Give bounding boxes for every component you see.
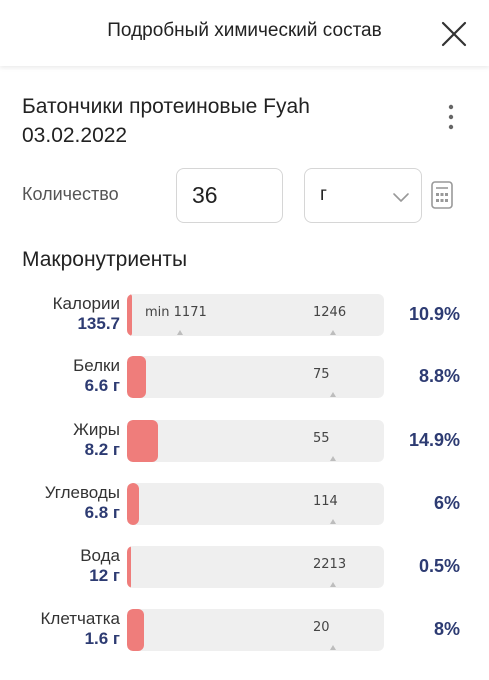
macro-name: Жиры [73, 420, 120, 439]
product-name: Батончики протеиновые Fyah [22, 95, 310, 118]
max-tick [330, 392, 336, 397]
macro-row: Жиры 8.2 г 55 14.9% [0, 420, 489, 468]
macro-name: Белки [73, 356, 120, 375]
macro-row: Клетчатка 1.6 г 20 8% [0, 609, 489, 657]
product-date: 03.02.2022 [22, 124, 128, 147]
min-tick [177, 330, 183, 335]
macro-max-label: 2213 [313, 557, 347, 572]
more-vertical-icon [448, 104, 454, 130]
macro-bar-fill [127, 483, 139, 525]
macro-amount: 135.7 [77, 314, 120, 333]
macro-percent: 0.5% [418, 556, 460, 576]
macro-max-label: 55 [313, 431, 330, 446]
macro-percent: 8% [433, 619, 460, 639]
max-tick [330, 330, 336, 335]
unit-select[interactable]: г [304, 168, 422, 223]
max-tick [330, 645, 336, 650]
macro-percent: 6% [433, 493, 460, 513]
macro-max-label: 1246 [313, 305, 347, 320]
macro-row: Углеводы 6.8 г 114 6% [0, 483, 489, 531]
calculator-button[interactable] [430, 180, 454, 210]
macro-bar-fill [127, 356, 146, 398]
macro-bar-track: 55 [127, 420, 384, 462]
macro-min-label: min 1171 [145, 305, 207, 320]
chevron-down-icon [393, 193, 409, 202]
header: Подробный химический состав [0, 0, 489, 66]
macro-bar-fill [127, 420, 158, 462]
macro-percent: 8.8% [418, 366, 460, 386]
macro-row: Калории 135.7 min 1171 1246 10.9% [0, 294, 489, 342]
max-tick [330, 456, 336, 461]
macro-amount: 8.2 г [84, 440, 120, 459]
macro-max-label: 114 [313, 494, 338, 509]
macro-percent: 14.9% [408, 430, 460, 450]
section-title: Макронутриенты [22, 248, 188, 271]
quantity-label: Количество [22, 184, 119, 204]
macro-name: Вода [80, 546, 120, 565]
macro-row: Белки 6.6 г 75 8.8% [0, 356, 489, 404]
max-tick [330, 519, 336, 524]
macro-bar-track: 114 [127, 483, 384, 525]
macro-max-label: 75 [313, 367, 330, 382]
macro-row: Вода 12 г 2213 0.5% [0, 546, 489, 594]
calculator-icon [431, 181, 453, 209]
quantity-input[interactable] [176, 168, 283, 223]
macro-name: Углеводы [44, 483, 120, 502]
macro-name: Калории [52, 294, 120, 313]
macro-bar-fill [127, 546, 131, 588]
macro-percent: 10.9% [408, 304, 460, 324]
macro-bar-track: 75 [127, 356, 384, 398]
macro-bar-track: 20 [127, 609, 384, 651]
macro-bar-fill [127, 609, 144, 651]
macro-name: Клетчатка [40, 609, 121, 628]
macro-amount: 1.6 г [84, 629, 120, 648]
unit-value: г [320, 184, 327, 205]
macro-max-label: 20 [313, 620, 330, 635]
macro-bar-track: min 1171 1246 [127, 294, 384, 336]
max-tick [330, 582, 336, 587]
close-button[interactable] [438, 18, 470, 50]
macro-amount: 6.8 г [84, 503, 120, 522]
page-title: Подробный химический состав [107, 20, 382, 41]
macro-bar-track: 2213 [127, 546, 384, 588]
close-icon [441, 21, 467, 47]
macro-bar-fill [127, 294, 132, 336]
product-title: Батончики протеиновые Fyah 03.02.2022 [22, 92, 422, 150]
macro-amount: 12 г [89, 566, 120, 585]
macro-amount: 6.6 г [84, 376, 120, 395]
more-options-button[interactable] [440, 102, 462, 132]
